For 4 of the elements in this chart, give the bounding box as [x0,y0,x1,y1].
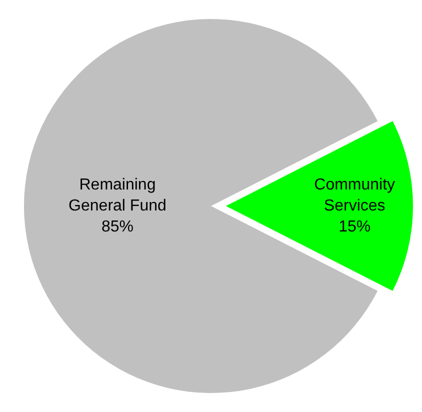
data-label: 85% [101,218,134,236]
data-label: 15% [338,218,371,236]
slice-label: Remaining General Fund [68,176,166,214]
slice-label: Community Services [314,176,396,214]
